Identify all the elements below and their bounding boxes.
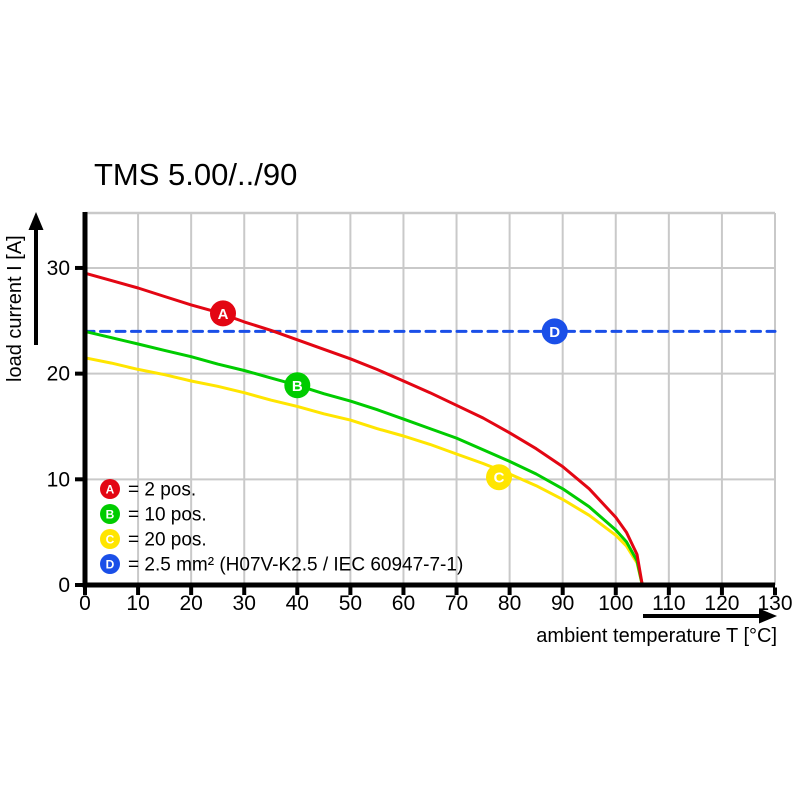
legend-marker-B-icon xyxy=(100,504,120,524)
x-tick-label: 110 xyxy=(652,592,685,615)
y-tick-label: 20 xyxy=(47,363,70,386)
curve-marker-C: C xyxy=(486,464,512,491)
x-tick-label: 10 xyxy=(126,592,149,615)
x-tick-label: 60 xyxy=(392,592,415,615)
x-tick-label: 130 xyxy=(757,592,792,615)
x-tick-label: 40 xyxy=(286,592,309,615)
x-tick-label: 80 xyxy=(498,592,521,615)
x-tick-label: 90 xyxy=(551,592,574,615)
legend-text-C: = 20 pos. xyxy=(128,530,207,551)
legend-marker-A-icon xyxy=(100,479,120,499)
curve-marker-D: D xyxy=(541,318,568,345)
x-axis-label: ambient temperature T [°C] xyxy=(536,625,777,647)
x-tick-label: 120 xyxy=(704,592,739,615)
x-tick-label: 50 xyxy=(339,592,362,615)
y-tick-label: 30 xyxy=(47,257,70,280)
y-axis-arrow-head xyxy=(28,212,44,230)
legend-marker-C-icon xyxy=(100,529,120,549)
legend-item-B: B = 10 pos. xyxy=(100,504,207,526)
curve-marker-circle-C xyxy=(486,464,512,491)
x-tick-label: 20 xyxy=(179,592,202,615)
curve-B xyxy=(83,329,644,587)
curve-marker-circle-D xyxy=(541,318,568,345)
legend-text-A: = 2 pos. xyxy=(128,480,196,501)
x-tick-label: 0 xyxy=(79,592,91,615)
y-tick-label: 10 xyxy=(47,468,70,491)
x-axis-arrow-head xyxy=(759,608,777,624)
curve-marker-letter-B: B xyxy=(292,378,303,395)
y-tick-label: 0 xyxy=(58,574,70,597)
chart-title: TMS 5.00/../90 xyxy=(94,157,298,192)
curve-marker-letter-A: A xyxy=(218,306,229,323)
legend-marker-D-icon xyxy=(100,554,120,574)
legend-text-B: = 10 pos. xyxy=(128,505,207,526)
curve-marker-circle-B xyxy=(284,372,311,399)
curve-A xyxy=(83,271,644,587)
legend-marker-letter-A: A xyxy=(106,483,115,497)
curve-marker-letter-D: D xyxy=(549,324,560,341)
legend-marker-letter-B: B xyxy=(106,508,115,522)
legend-item-C: C = 20 pos. xyxy=(100,529,207,551)
legend-marker-letter-D: D xyxy=(106,558,115,572)
x-tick-label: 30 xyxy=(233,592,256,615)
x-tick-label: 100 xyxy=(598,592,633,615)
curve-marker-letter-C: C xyxy=(494,470,505,487)
legend-marker-letter-C: C xyxy=(106,533,115,547)
curve-marker-B: B xyxy=(284,372,311,399)
curve-marker-A: A xyxy=(210,300,236,327)
legend-item-A: A = 2 pos. xyxy=(100,479,196,501)
legend-text-D: = 2.5 mm² (H07V-K2.5 / IEC 60947-7-1) xyxy=(128,555,463,576)
curve-C xyxy=(83,356,644,587)
curve-marker-circle-A xyxy=(210,300,236,327)
legend-item-D: D = 2.5 mm² (H07V-K2.5 / IEC 60947-7-1) xyxy=(100,554,463,576)
x-tick-label: 70 xyxy=(445,592,468,615)
